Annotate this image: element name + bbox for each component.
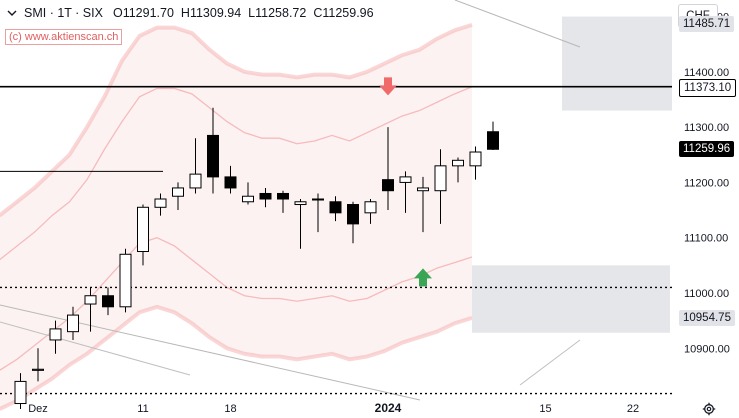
candle-body: [469, 151, 482, 167]
arrow-layer: [379, 77, 432, 287]
candle-body: [224, 176, 237, 189]
y-tick-label: 11100.00: [684, 233, 728, 245]
candle-body: [259, 192, 272, 200]
candle-body: [207, 134, 219, 178]
watermark: (c) www.aktienscan.ch: [5, 29, 123, 45]
candle-body: [312, 198, 324, 201]
candle-body: [452, 159, 464, 167]
candle-body: [329, 201, 342, 214]
candle-body: [119, 253, 132, 308]
y-tick-label: 11400.00: [684, 67, 729, 79]
line-layer: [0, 0, 672, 401]
candle-body: [434, 165, 447, 192]
collapse-legend-icon[interactable]: [4, 5, 20, 21]
zone-box-1: [562, 16, 672, 111]
x-tick-label: 2024: [375, 401, 402, 415]
price-tag-resistance: 11373.10: [679, 78, 737, 97]
high-value: H11309.94: [180, 6, 242, 20]
price-tag-last: 11259.96: [679, 141, 735, 158]
symbol-label[interactable]: SMI · 1T · SIX: [24, 6, 103, 20]
time-axis[interactable]: Dez 11 18 2024 15 22: [28, 401, 639, 415]
price-tag-lower-zone: 10954.75: [679, 309, 735, 326]
band-lower-inner: [0, 236, 473, 371]
band-upper-inner: [0, 86, 473, 261]
candle-body: [417, 187, 429, 192]
legend-header: SMI · 1T · SIX O11291.70 H11309.94 L1125…: [4, 5, 374, 21]
candle-body: [14, 380, 27, 405]
trendline-lower-2: [0, 321, 191, 376]
close-value: C11259.96: [313, 6, 374, 20]
ohlc-values: O11291.70 H11309.94 L11258.72 C11259.96: [113, 6, 374, 20]
candle-body: [277, 192, 289, 200]
candle-body: [487, 131, 499, 150]
band-fill: [0, 24, 472, 409]
settings-gear-icon[interactable]: [702, 402, 716, 416]
candle-body: [84, 295, 97, 305]
candle-body: [382, 179, 394, 192]
candle-body: [242, 195, 254, 203]
candle-body: [172, 187, 184, 197]
candle-body: [67, 314, 79, 333]
band-lower-outer: [0, 304, 473, 411]
x-tick-label: 18: [224, 403, 236, 415]
candle-body: [102, 295, 114, 308]
low-value: L11258.72: [248, 6, 307, 20]
y-tick-label: 11200.00: [684, 177, 729, 189]
candle-body: [154, 198, 167, 208]
y-tick-label: 11000.00: [684, 288, 729, 300]
zone-box-2: [472, 265, 670, 333]
x-tick-label: Dez: [28, 403, 48, 415]
candle-body: [364, 201, 377, 214]
price-tag-upper-zone: 11485.71: [679, 16, 735, 33]
band-upper-outer: [0, 22, 473, 218]
candles-layer: [14, 107, 499, 410]
y-tick-label: 11300.00: [684, 122, 729, 134]
sell-signal-arrow-icon: [379, 77, 397, 96]
buy-signal-arrow-icon: [414, 268, 432, 287]
candle-body: [189, 173, 202, 189]
candle-body: [32, 368, 44, 371]
y-tick-label: 10900.00: [684, 343, 730, 355]
candle-body: [49, 328, 62, 341]
x-tick-label: 22: [627, 403, 639, 415]
open-value: O11291.70: [112, 6, 174, 20]
zone-layer: [472, 16, 672, 333]
band-layer: [0, 22, 473, 411]
x-tick-label: 11: [137, 403, 148, 415]
x-tick-label: 15: [539, 403, 551, 415]
trendline-upper: [454, 0, 581, 48]
candle-body: [347, 204, 359, 225]
trendline-zone: [519, 339, 581, 386]
price-axis[interactable]: 10900.00 11000.00 11100.00 11200.00 11300.00…: [684, 12, 730, 356]
candle-body: [399, 176, 412, 183]
candle-body: [137, 206, 149, 253]
candle-body: [294, 201, 307, 206]
